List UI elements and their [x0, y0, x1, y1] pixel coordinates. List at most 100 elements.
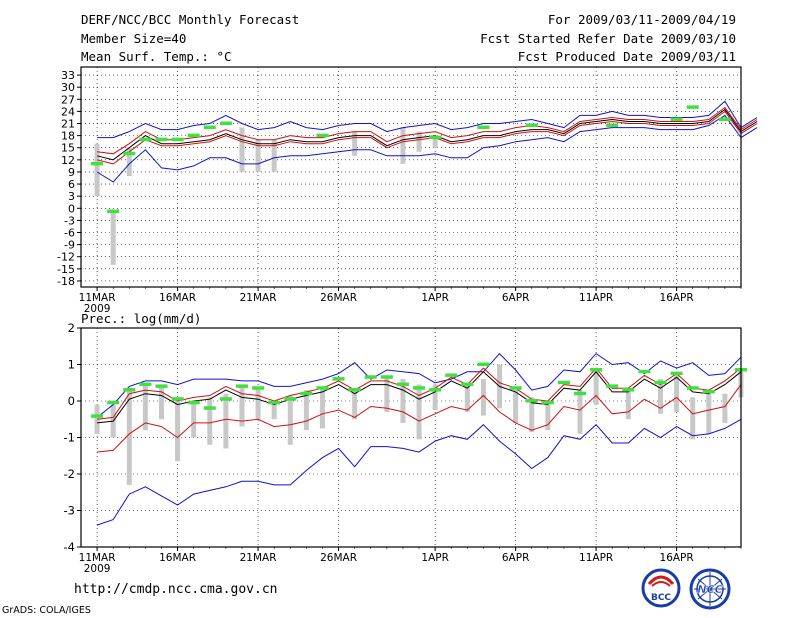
x-tick-label: 26MAR [320, 552, 357, 564]
x-tick-label: 11MAR [79, 292, 116, 304]
observation-mark [155, 384, 168, 388]
range-bar [513, 390, 519, 423]
range-bar [223, 393, 229, 449]
observation-mark [429, 388, 442, 392]
y-tick-label: 27 [61, 93, 75, 106]
observation-mark [525, 123, 538, 128]
svg-text:NCC: NCC [697, 583, 722, 596]
range-bar [352, 390, 358, 420]
start-date-label: Fcst Started Refer Date 2009/03/10 [480, 31, 736, 46]
range-bar [175, 399, 181, 462]
series-lower-line [97, 384, 742, 453]
range-bar [271, 401, 277, 420]
observation-mark [348, 388, 361, 392]
series-mean-line [96, 108, 758, 161]
observation-mark [203, 125, 216, 130]
observation-mark [139, 382, 152, 387]
range-bar [400, 127, 406, 164]
observation-mark [364, 375, 377, 379]
y-tick-label: -6 [64, 227, 75, 240]
range-bar [625, 388, 631, 420]
y-tick-label: 15 [61, 142, 75, 155]
x-tick-label: 11APR [579, 552, 613, 564]
observation-mark [574, 391, 587, 396]
series-lower-line [96, 110, 758, 165]
range-bar [110, 212, 116, 265]
observation-mark [590, 367, 603, 372]
range-bar [416, 131, 422, 152]
range-bar [126, 147, 132, 176]
observation-mark [606, 123, 619, 128]
range-bar [271, 139, 277, 172]
y-tick-label: 2 [68, 321, 75, 335]
observation-mark [461, 382, 474, 387]
y-tick-label: -15 [57, 263, 75, 276]
observation-mark [380, 375, 393, 379]
observation-mark [171, 397, 184, 401]
observation-mark [219, 121, 232, 126]
series-min-line [96, 418, 742, 526]
bcc-logo: BCC [641, 568, 681, 608]
observation-mark [477, 125, 490, 130]
range-bar [94, 143, 100, 197]
observation-mark [187, 133, 200, 138]
observation-mark [171, 137, 184, 142]
range-bar [722, 393, 728, 423]
observation-mark [606, 384, 619, 388]
y-tick-label: -18 [57, 275, 75, 288]
range-bar [303, 390, 309, 431]
observation-mark [252, 386, 265, 390]
y-tick-label: 3 [68, 190, 75, 203]
y-tick-label: -9 [64, 239, 75, 252]
range-bar [255, 139, 261, 172]
range-bar [319, 388, 325, 429]
y-tick-label: -4 [64, 540, 75, 554]
observation-mark [445, 373, 458, 377]
y-tick-label: 18 [61, 130, 75, 143]
observation-mark [622, 388, 635, 392]
y-tick-label: 33 [61, 69, 75, 82]
x-tick-label: 16APR [660, 552, 694, 564]
x-tick-label: 1APR [421, 292, 449, 304]
series-max-line [97, 100, 758, 139]
year-label: 2009 [84, 563, 111, 575]
observation-mark [509, 386, 522, 390]
observation-mark [300, 391, 313, 396]
range-bar [191, 401, 197, 438]
x-tick-label: 11MAR [79, 552, 116, 564]
observation-mark [670, 371, 683, 376]
y-tick-label: -2 [64, 467, 75, 481]
y-tick-label: -12 [57, 251, 75, 264]
observation-mark [638, 369, 651, 374]
range-bar [255, 388, 261, 420]
x-tick-label: 6APR [502, 292, 530, 304]
series-max-line [96, 352, 742, 418]
y-tick-label: 0 [68, 394, 75, 408]
plot-frame [80, 66, 742, 288]
x-tick-label: 16APR [660, 292, 694, 304]
observation-mark [525, 399, 538, 403]
observation-mark [686, 105, 699, 109]
observation-mark [413, 386, 426, 390]
source-url[interactable]: http://cmdp.ncc.cma.gov.cn [74, 582, 278, 597]
observation-mark [670, 117, 683, 121]
range-bar [480, 379, 486, 416]
observation-mark [107, 209, 120, 214]
observation-mark [219, 397, 232, 401]
x-tick-label: 26MAR [320, 292, 357, 304]
range-bar [207, 397, 213, 445]
range-bar [706, 393, 712, 434]
precip-title: Prec.: log(mm/d) [81, 311, 202, 326]
range-bar [352, 131, 358, 156]
observation-mark [396, 382, 409, 387]
x-tick-label: 21MAR [240, 552, 277, 564]
chart-title: DERF/NCC/BCC Monthly Forecast [81, 12, 300, 27]
observation-mark [284, 397, 297, 401]
year-label: 2009 [84, 303, 111, 315]
observation-mark [91, 414, 104, 418]
range-bar [432, 135, 438, 148]
range-bar [432, 384, 438, 411]
x-tick-label: 1APR [421, 552, 449, 564]
